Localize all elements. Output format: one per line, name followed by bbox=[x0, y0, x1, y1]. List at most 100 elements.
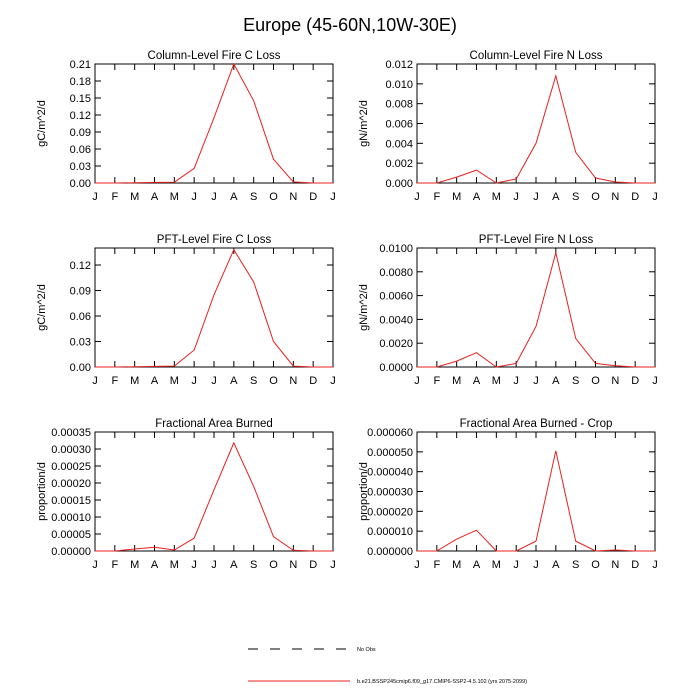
x-tick-label: O bbox=[269, 559, 278, 571]
y-tick-label: 0.000000 bbox=[367, 546, 413, 558]
x-tick-label: A bbox=[230, 191, 238, 203]
x-tick-label: A bbox=[151, 375, 159, 387]
legend: No Obs b.e21.BSSP245cmip6.f09_g17.CMIP6-… bbox=[248, 647, 527, 685]
x-tick-label: O bbox=[269, 191, 278, 203]
x-tick-label: A bbox=[230, 559, 238, 571]
y-tick-label: 0.03 bbox=[70, 161, 91, 173]
x-tick-label: J bbox=[513, 191, 519, 203]
x-tick-label: S bbox=[572, 375, 579, 387]
x-tick-label: F bbox=[433, 375, 440, 387]
y-tick-label: 0.000050 bbox=[367, 447, 413, 459]
plot-frame bbox=[416, 63, 656, 184]
x-tick-label: N bbox=[289, 375, 297, 387]
x-tick-label: J bbox=[513, 559, 519, 571]
panel-4: PFT-Level Fire N Loss gN/m^2/d 0.0000 0.002… bbox=[358, 234, 658, 387]
plot-frame bbox=[94, 247, 334, 368]
x-tick-label: J bbox=[533, 191, 539, 203]
panel-title: PFT-Level Fire C Loss bbox=[157, 234, 272, 246]
y-tick-label: 0.12 bbox=[70, 110, 91, 122]
x-tick-label: S bbox=[250, 375, 257, 387]
y-axis-label: proportion/d bbox=[358, 462, 370, 521]
y-tick-label: 0.010 bbox=[385, 79, 413, 91]
y-tick-label: 0.004 bbox=[385, 138, 413, 150]
series-line bbox=[417, 252, 655, 368]
x-tick-label: M bbox=[492, 375, 501, 387]
x-tick-label: J bbox=[513, 375, 519, 387]
y-tick-label: 0.21 bbox=[70, 59, 91, 71]
panel-6: Fractional Area Burned - Crop proportion/… bbox=[358, 418, 658, 571]
panel-title: Column-Level Fire C Loss bbox=[148, 50, 281, 62]
y-tick-label: 0.03 bbox=[70, 337, 91, 349]
x-tick-label: J bbox=[533, 375, 539, 387]
plot-frame bbox=[416, 431, 656, 552]
x-tick-label: J bbox=[533, 559, 539, 571]
y-tick-label: 0.000 bbox=[385, 178, 413, 190]
y-tick-label: 0.006 bbox=[385, 119, 413, 131]
x-tick-label: J bbox=[414, 559, 420, 571]
x-tick-label: D bbox=[309, 559, 317, 571]
x-tick-label: M bbox=[452, 559, 461, 571]
x-tick-label: J bbox=[652, 559, 658, 571]
y-axis-label: gC/m^2/d bbox=[36, 100, 48, 147]
x-tick-label: S bbox=[572, 559, 579, 571]
y-tick-label: 0.000020 bbox=[367, 506, 413, 518]
x-tick-label: N bbox=[289, 191, 297, 203]
panel-title: PFT-Level Fire N Loss bbox=[479, 234, 594, 246]
x-tick-label: N bbox=[611, 375, 619, 387]
y-tick-label: 0.00010 bbox=[51, 512, 91, 524]
plot-frame bbox=[94, 431, 334, 552]
y-tick-label: 0.000040 bbox=[367, 467, 413, 479]
x-tick-label: N bbox=[611, 559, 619, 571]
x-tick-label: D bbox=[631, 191, 639, 203]
panels: Column-Level Fire C Loss gC/m^2/d 0.00 0.03… bbox=[36, 50, 658, 571]
y-axis-label: proportion/d bbox=[36, 462, 48, 521]
y-tick-label: 0.000060 bbox=[367, 427, 413, 439]
x-tick-label: M bbox=[130, 191, 139, 203]
x-tick-label: J bbox=[211, 375, 217, 387]
x-tick-label: M bbox=[130, 375, 139, 387]
panel-title: Fractional Area Burned - Crop bbox=[460, 418, 613, 430]
x-tick-label: J bbox=[652, 375, 658, 387]
x-tick-label: M bbox=[170, 375, 179, 387]
x-tick-label: O bbox=[591, 375, 600, 387]
y-tick-label: 0.0040 bbox=[379, 314, 413, 326]
x-tick-label: A bbox=[552, 559, 560, 571]
series-line bbox=[95, 248, 333, 368]
y-tick-label: 0.00 bbox=[70, 178, 91, 190]
x-tick-label: O bbox=[591, 191, 600, 203]
x-tick-label: J bbox=[191, 559, 197, 571]
y-tick-label: 0.000010 bbox=[367, 526, 413, 538]
y-tick-label: 0.00005 bbox=[51, 529, 91, 541]
x-tick-label: A bbox=[552, 375, 560, 387]
y-tick-label: 0.002 bbox=[385, 158, 413, 170]
x-tick-label: D bbox=[631, 559, 639, 571]
x-tick-label: A bbox=[151, 559, 159, 571]
plot-frame bbox=[416, 247, 656, 368]
y-tick-label: 0.09 bbox=[70, 127, 91, 139]
x-tick-label: F bbox=[111, 375, 118, 387]
legend-label-model: b.e21.BSSP245cmip6.f09_g17.CMIP6-SSP2-4.… bbox=[357, 679, 527, 685]
y-tick-label: 0.15 bbox=[70, 93, 91, 105]
x-tick-label: M bbox=[452, 375, 461, 387]
x-tick-label: J bbox=[92, 375, 98, 387]
y-tick-label: 0.0080 bbox=[379, 267, 413, 279]
x-tick-label: J bbox=[330, 559, 336, 571]
x-tick-label: A bbox=[473, 559, 481, 571]
plot-frame bbox=[94, 63, 334, 184]
x-tick-label: A bbox=[473, 191, 481, 203]
y-tick-label: 0.00015 bbox=[51, 495, 91, 507]
x-tick-label: J bbox=[92, 559, 98, 571]
x-tick-label: S bbox=[572, 191, 579, 203]
series-line bbox=[417, 74, 655, 184]
x-tick-label: J bbox=[191, 375, 197, 387]
x-tick-label: J bbox=[414, 375, 420, 387]
y-tick-label: 0.06 bbox=[70, 144, 91, 156]
y-tick-label: 0.0100 bbox=[379, 243, 413, 255]
y-tick-label: 0.12 bbox=[70, 260, 91, 272]
x-tick-label: O bbox=[591, 559, 600, 571]
figure-title: Europe (45-60N,10W-30E) bbox=[243, 15, 457, 35]
x-tick-label: O bbox=[269, 375, 278, 387]
x-tick-label: J bbox=[414, 191, 420, 203]
panel-2: Column-Level Fire N Loss gN/m^2/d 0.000 0.0… bbox=[358, 50, 658, 203]
